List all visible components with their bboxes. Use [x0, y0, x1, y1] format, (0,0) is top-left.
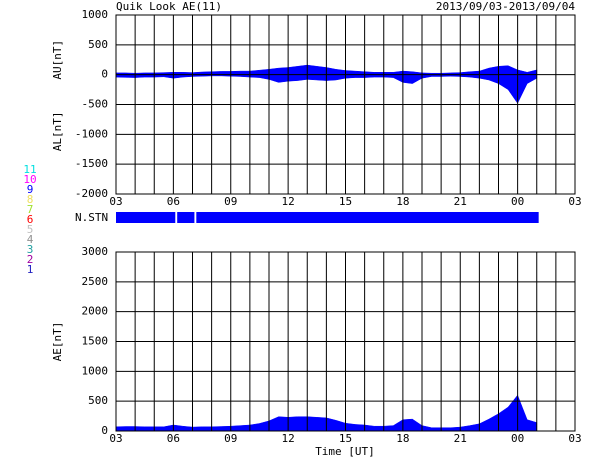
- y-tick-label: 2500: [82, 275, 109, 288]
- station-legend-label: 1: [27, 263, 34, 276]
- nstn-label: N.STN: [75, 211, 108, 224]
- x-tick-label: 15: [339, 432, 352, 445]
- x-tick-label: 21: [454, 432, 467, 445]
- y-tick-label: 1000: [82, 364, 109, 377]
- station-legend-label: 11: [23, 163, 36, 176]
- x-tick-label: 15: [339, 195, 352, 208]
- x-tick-label: 12: [282, 432, 295, 445]
- station-legend-label: 2: [27, 253, 34, 266]
- station-legend-label: 7: [27, 203, 34, 216]
- y-tick-label: 500: [88, 394, 108, 407]
- x-tick-label: 09: [224, 432, 237, 445]
- station-legend-label: 8: [27, 193, 34, 206]
- y-tick-label: -500: [82, 98, 109, 111]
- y-tick-label: 2000: [82, 305, 109, 318]
- x-tick-label: 00: [511, 195, 524, 208]
- x-tick-label: 06: [167, 432, 180, 445]
- y-axis-label: AL[nT]: [51, 111, 64, 151]
- y-axis-label: AU[nT]: [51, 40, 64, 80]
- nstn-segment: [116, 212, 176, 223]
- y-tick-label: 1000: [82, 8, 109, 21]
- y-tick-label: -1500: [75, 157, 108, 170]
- station-legend-label: 6: [27, 213, 34, 226]
- y-tick-label: 500: [88, 38, 108, 51]
- y-tick-label: -2000: [75, 187, 108, 200]
- y-tick-label: 0: [101, 68, 108, 81]
- plot-frame: [115, 251, 576, 432]
- plot-frame: [115, 14, 576, 195]
- x-tick-label: 18: [396, 432, 409, 445]
- title: Quik Look AE(11): [116, 0, 222, 13]
- station-legend-label: 5: [27, 223, 34, 236]
- x-tick-label: 03: [109, 195, 122, 208]
- x-axis-label: Time [UT]: [315, 445, 375, 458]
- x-tick-label: 03: [109, 432, 122, 445]
- x-tick-label: 03: [568, 195, 581, 208]
- x-tick-label: 03: [568, 432, 581, 445]
- station-legend-label: 3: [27, 243, 34, 256]
- y-tick-label: 1500: [82, 335, 109, 348]
- nstn-segment: [177, 212, 195, 223]
- x-tick-label: 12: [282, 195, 295, 208]
- station-legend-label: 9: [27, 183, 34, 196]
- x-tick-label: 06: [167, 195, 180, 208]
- y-tick-label: 3000: [82, 245, 109, 258]
- station-legend-label: 10: [23, 173, 36, 186]
- x-tick-label: 09: [224, 195, 237, 208]
- station-legend-label: 4: [27, 233, 34, 246]
- x-tick-label: 21: [454, 195, 467, 208]
- y-tick-label: -1000: [75, 127, 108, 140]
- y-tick-label: 0: [101, 424, 108, 437]
- nstn-segment: [196, 212, 539, 223]
- x-tick-label: 18: [396, 195, 409, 208]
- x-tick-label: 00: [511, 432, 524, 445]
- y-axis-label: AE[nT]: [51, 322, 64, 362]
- date-range: 2013/09/03-2013/09/04: [436, 0, 575, 13]
